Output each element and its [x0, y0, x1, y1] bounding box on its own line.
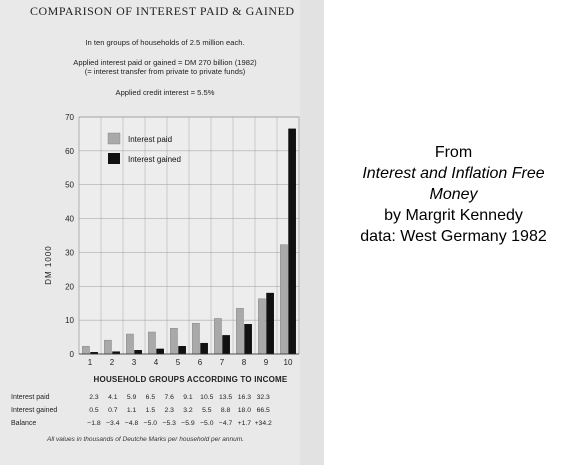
y-tick-label: 30 [65, 248, 74, 257]
y-tick-label: 20 [65, 282, 74, 291]
table-cell: +1.7 [237, 420, 252, 427]
table-cell: −1.8 [87, 420, 101, 427]
bar-interest-gained [200, 342, 208, 355]
source-caption: From Interest and Inflation Free Money b… [326, 142, 581, 247]
table-cell: −4.8 [124, 420, 139, 427]
caption-author: by Margrit Kennedy [384, 207, 523, 224]
table-cell: 0.5 [89, 407, 99, 414]
table-cell: 1.1 [126, 407, 137, 414]
x-tick-label: 8 [242, 358, 247, 367]
chart-subtitle-applied-interest: Applied interest paid or gained = DM 270… [73, 58, 257, 67]
table-cell: +34.2 [254, 420, 272, 427]
bar-interest-gained [134, 350, 142, 355]
x-tick-label: 3 [132, 358, 137, 367]
y-tick-label: 40 [65, 215, 74, 224]
page-edge-text-shadow [300, 0, 324, 465]
table-cell: −5.0 [200, 420, 214, 427]
x-tick-label: 4 [154, 358, 159, 367]
chart-subtitle-transfer: (= interest transfer from private to pri… [84, 67, 246, 76]
table-cell: 2.3 [164, 407, 174, 414]
caption-data-source: data: West Germany 1982 [360, 228, 547, 245]
x-tick-label: 7 [220, 358, 225, 367]
table-cell: 16.3 [237, 394, 251, 401]
table-cell: 2.3 [89, 394, 99, 401]
table-cell: 18.0 [237, 407, 251, 414]
legend-entry-interest-paid: Interest paid [128, 135, 173, 144]
table-cell: 5.9 [126, 394, 137, 401]
y-tick-label: 0 [70, 350, 75, 359]
table-cell: −5.0 [143, 420, 158, 427]
y-tick-label: 70 [65, 113, 74, 122]
x-tick-label: 10 [284, 358, 293, 367]
legend-swatch-interest-gained [108, 153, 120, 164]
table-row-label: Interest paid [11, 394, 50, 401]
caption-from: From [434, 144, 473, 161]
table-cell: 13.5 [218, 394, 233, 401]
table-footnote: All values in thousands of Deutche Marks… [47, 436, 244, 443]
bar-interest-gained [178, 346, 186, 355]
table-row-label: Interest gained [11, 407, 58, 414]
table-cell: 8.8 [220, 407, 231, 414]
x-tick-label: 6 [198, 358, 203, 367]
bar-chart: 0 10 20 30 40 50 60 70 1 2 3 4 5 6 7 8 9 10 [65, 113, 300, 367]
x-tick-label: 1 [88, 358, 93, 367]
table-cell: 1.5 [145, 407, 156, 414]
x-tick-label: 5 [176, 358, 181, 367]
bar-interest-paid [280, 244, 288, 355]
table-cell: −4.7 [218, 420, 233, 427]
y-tick-label: 60 [65, 147, 74, 156]
caption-book-title-line2: Money [429, 186, 478, 203]
chart-subtitle-groups: In ten groups of households of 2.5 milli… [85, 38, 245, 47]
table-cell: −5.3 [162, 420, 176, 427]
bar-interest-paid [104, 339, 112, 355]
bar-interest-paid [170, 328, 178, 355]
legend-entry-interest-gained: Interest gained [128, 155, 181, 164]
bar-interest-paid [214, 318, 222, 355]
bar-interest-gained [156, 348, 164, 355]
table-cell: 66.5 [256, 407, 270, 414]
book-page-scan: Comparison of Interest Paid & Gained In … [0, 0, 324, 465]
table-cell: 3.2 [183, 407, 193, 414]
caption-book-title-line1: Interest and Inflation Free [362, 165, 545, 182]
bar-interest-gained [266, 292, 274, 355]
x-tick-label: 2 [110, 358, 115, 367]
bar-interest-gained [288, 128, 296, 355]
table-cell: 9.1 [183, 394, 193, 401]
y-axis-label: DM 1000 [44, 245, 53, 285]
table-cell: 6.5 [145, 394, 156, 401]
bar-interest-paid [258, 298, 266, 355]
bar-interest-paid [192, 322, 200, 355]
table-cell: 4.1 [108, 394, 118, 401]
table-cell: −3.4 [106, 420, 120, 427]
table-cell: 32.3 [256, 394, 270, 401]
table-cell: 5.5 [202, 407, 212, 414]
table-row-label: Balance [11, 420, 37, 427]
chart-subtitle-credit-interest: Applied credit interest = 5.5% [115, 88, 215, 97]
table-cell: 0.7 [108, 407, 118, 414]
table-cell: −5.9 [181, 420, 195, 427]
table-cell: 7.6 [164, 394, 174, 401]
legend-swatch-interest-paid [107, 132, 121, 145]
bar-interest-gained [222, 335, 230, 355]
bar-interest-gained [244, 324, 252, 355]
bar-interest-paid [126, 333, 134, 355]
bar-interest-paid [148, 331, 156, 355]
x-tick-label: 9 [264, 358, 269, 367]
bar-interest-paid [82, 346, 90, 355]
chart-title: Comparison of Interest Paid & Gained [30, 4, 295, 18]
y-tick-label: 10 [65, 316, 74, 325]
x-axis-label: HOUSEHOLD GROUPS ACCORDING TO INCOME [93, 375, 288, 384]
table-cell: 10.5 [200, 394, 214, 401]
y-tick-label: 50 [65, 181, 74, 190]
bar-interest-paid [236, 308, 244, 355]
